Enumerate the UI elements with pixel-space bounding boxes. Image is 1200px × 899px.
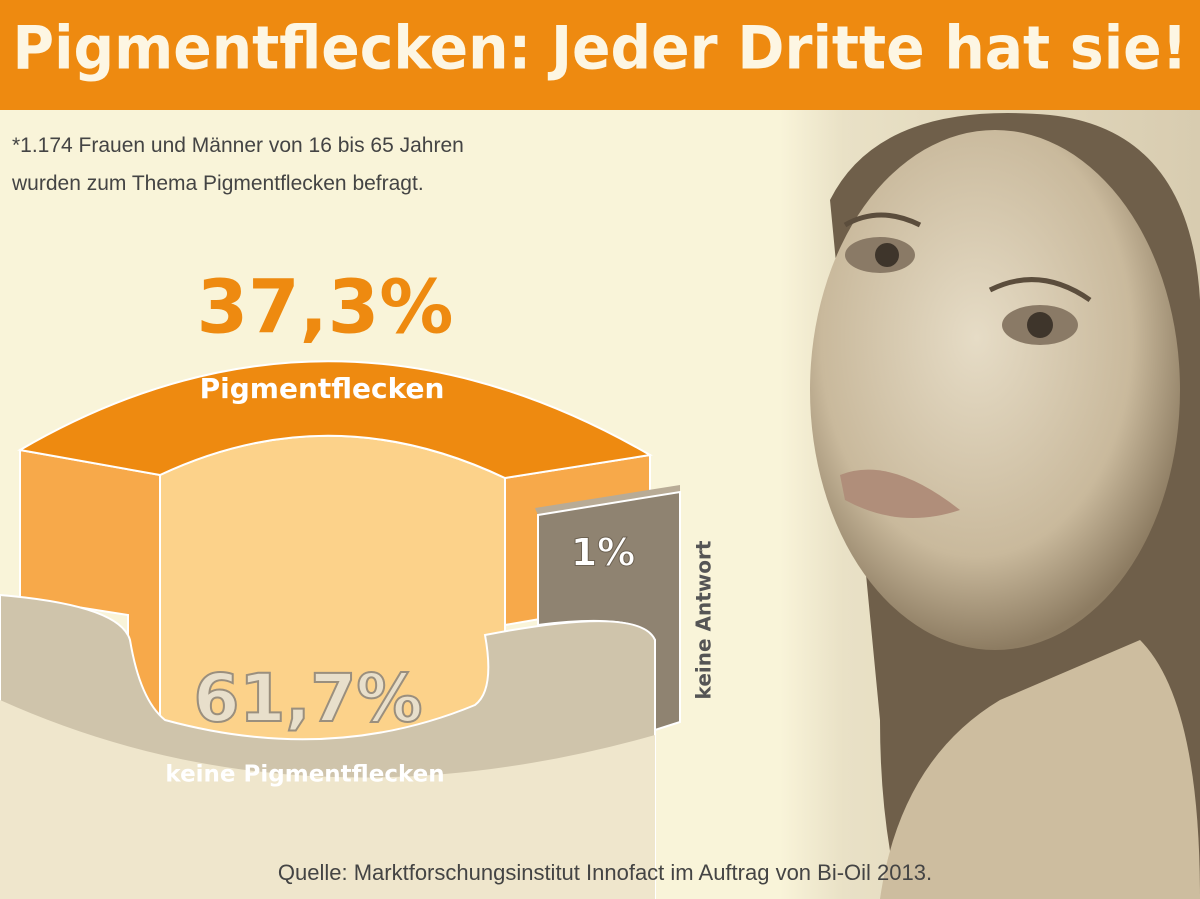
source: Quelle: Marktforschungsinstitut Innofact… [278, 860, 932, 885]
segment-edge [535, 485, 680, 515]
category-label: keine Pigmentflecken [165, 762, 444, 788]
value-label: 61,7% [194, 660, 423, 737]
value-label: 1% [571, 531, 636, 575]
segment-front [0, 700, 655, 899]
header-bar [0, 0, 1200, 110]
photo [780, 110, 1200, 899]
segment [17, 360, 653, 480]
category-label: keine Antwort [692, 540, 716, 699]
iris [1027, 312, 1053, 338]
category-label: Pigmentflecken [200, 372, 445, 405]
brows [843, 212, 1092, 303]
face [810, 130, 1180, 650]
note-line: *1.174 Frauen und Männer von 16 bis 65 J… [12, 134, 464, 157]
lips [840, 469, 960, 518]
shoulder [880, 640, 1200, 899]
chart-shape: 37,3% Pigmentflecken 1% keine Antwort 61,7% k… [0, 265, 716, 899]
value-label: 37,3% [197, 265, 454, 351]
title: Pigmentflecken: Jeder Dritte hat sie! [13, 14, 1188, 84]
iris [875, 243, 899, 267]
note-line: wurden zum Thema Pigmentflecken befragt. [11, 172, 424, 195]
